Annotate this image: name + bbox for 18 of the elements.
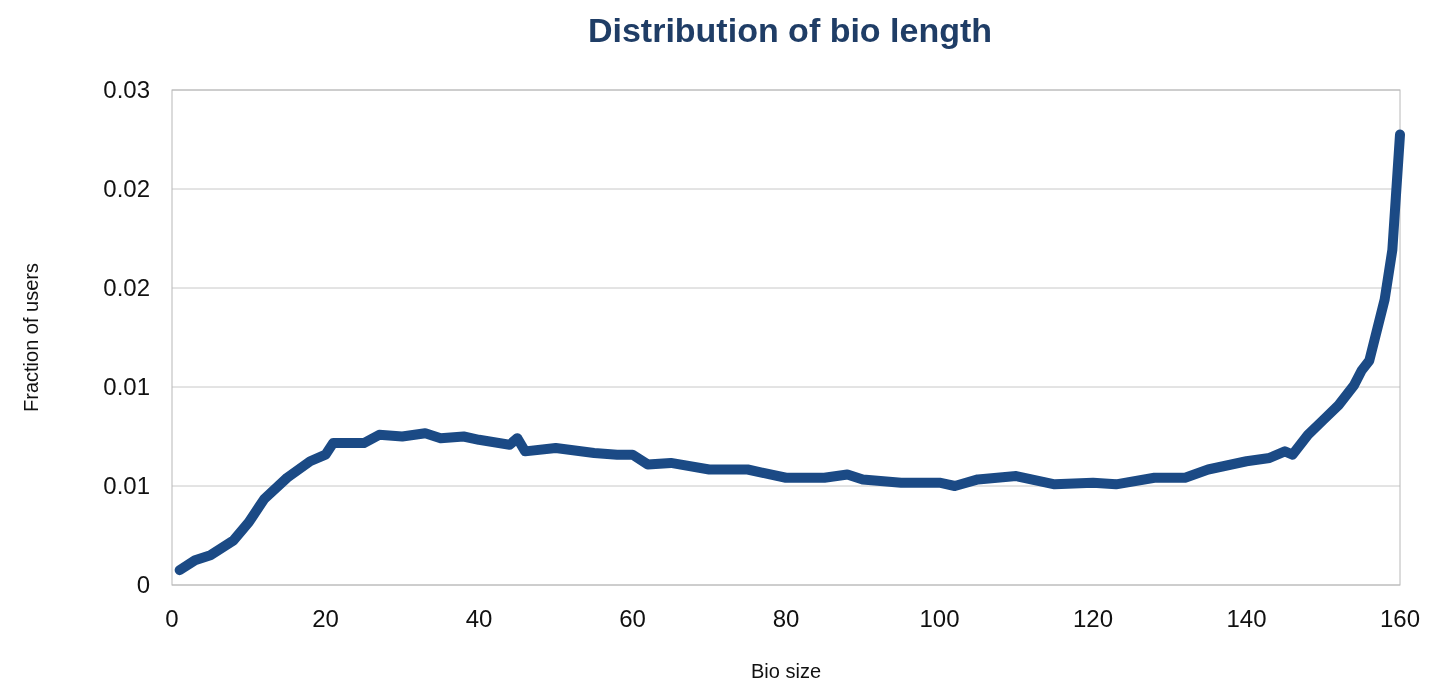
y-tick-label: 0.02 bbox=[103, 274, 150, 302]
y-tick-label: 0.02 bbox=[103, 175, 150, 203]
x-tick-label: 60 bbox=[619, 605, 646, 632]
chart-title: Distribution of bio length bbox=[587, 11, 993, 49]
x-tick-label: 140 bbox=[1226, 605, 1267, 632]
x-tick-label: 160 bbox=[1379, 605, 1421, 632]
x-tick-label: 120 bbox=[1072, 605, 1114, 632]
y-tick-label: 0.01 bbox=[103, 373, 150, 401]
x-tick-label: 0 bbox=[165, 605, 179, 632]
y-tick-label: 0.01 bbox=[103, 472, 150, 500]
x-tick-label: 100 bbox=[919, 605, 960, 632]
y-axis-title: Fraction of users bbox=[20, 263, 42, 412]
y-tick-label: 0.03 bbox=[103, 76, 150, 104]
x-axis-title: Bio size bbox=[750, 660, 822, 682]
x-tick-label: 40 bbox=[465, 605, 493, 632]
x-tick-label: 80 bbox=[772, 605, 800, 632]
y-tick-label: 0 bbox=[136, 571, 150, 599]
x-tick-label: 20 bbox=[312, 605, 339, 632]
